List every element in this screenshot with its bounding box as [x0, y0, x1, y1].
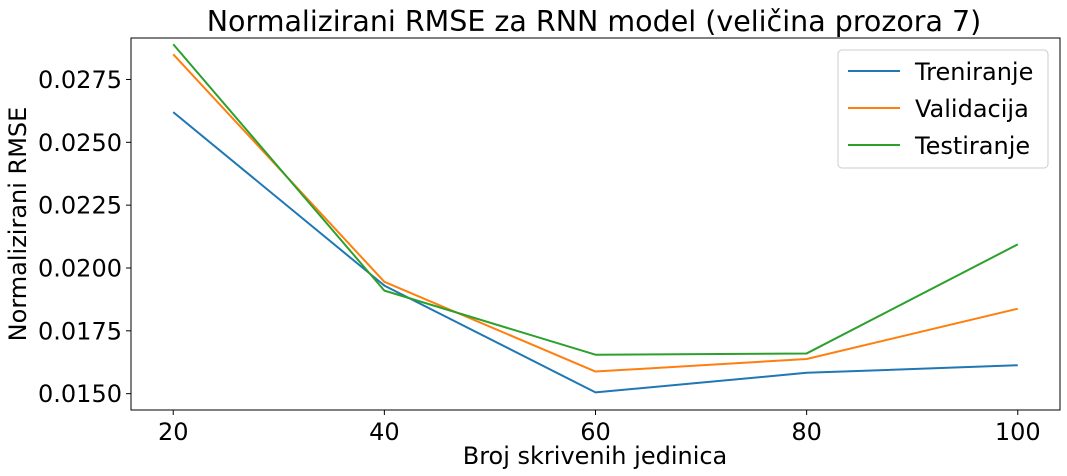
- plot-frame: [130, 37, 1061, 411]
- legend-label: Validacija: [915, 95, 1029, 123]
- legend: Treniranje Validacija Testiranje: [837, 49, 1049, 169]
- x-tick-label: 80: [791, 418, 822, 446]
- legend-label: Treniranje: [914, 58, 1033, 86]
- x-tick-label: 60: [580, 418, 611, 446]
- x-tick-label: 100: [995, 418, 1041, 446]
- y-tick-label: 0.0200: [38, 254, 122, 282]
- x-tick-label: 20: [158, 418, 189, 446]
- y-tick-label: 0.0175: [38, 317, 122, 345]
- legend-label: Testiranje: [914, 132, 1030, 160]
- x-axis-label: Broj skrivenih jedinica: [463, 442, 728, 470]
- x-tick-label: 40: [369, 418, 400, 446]
- y-tick-label: 0.0275: [38, 66, 122, 94]
- legend-box: [837, 49, 1049, 169]
- chart-title: Normalizirani RMSE za RNN model (veličin…: [207, 5, 982, 38]
- y-tick-label: 0.0250: [38, 129, 122, 157]
- y-axis-label: Normalizirani RMSE: [4, 107, 32, 342]
- y-tick-label: 0.0225: [38, 192, 122, 220]
- y-tick-label: 0.0150: [38, 380, 122, 408]
